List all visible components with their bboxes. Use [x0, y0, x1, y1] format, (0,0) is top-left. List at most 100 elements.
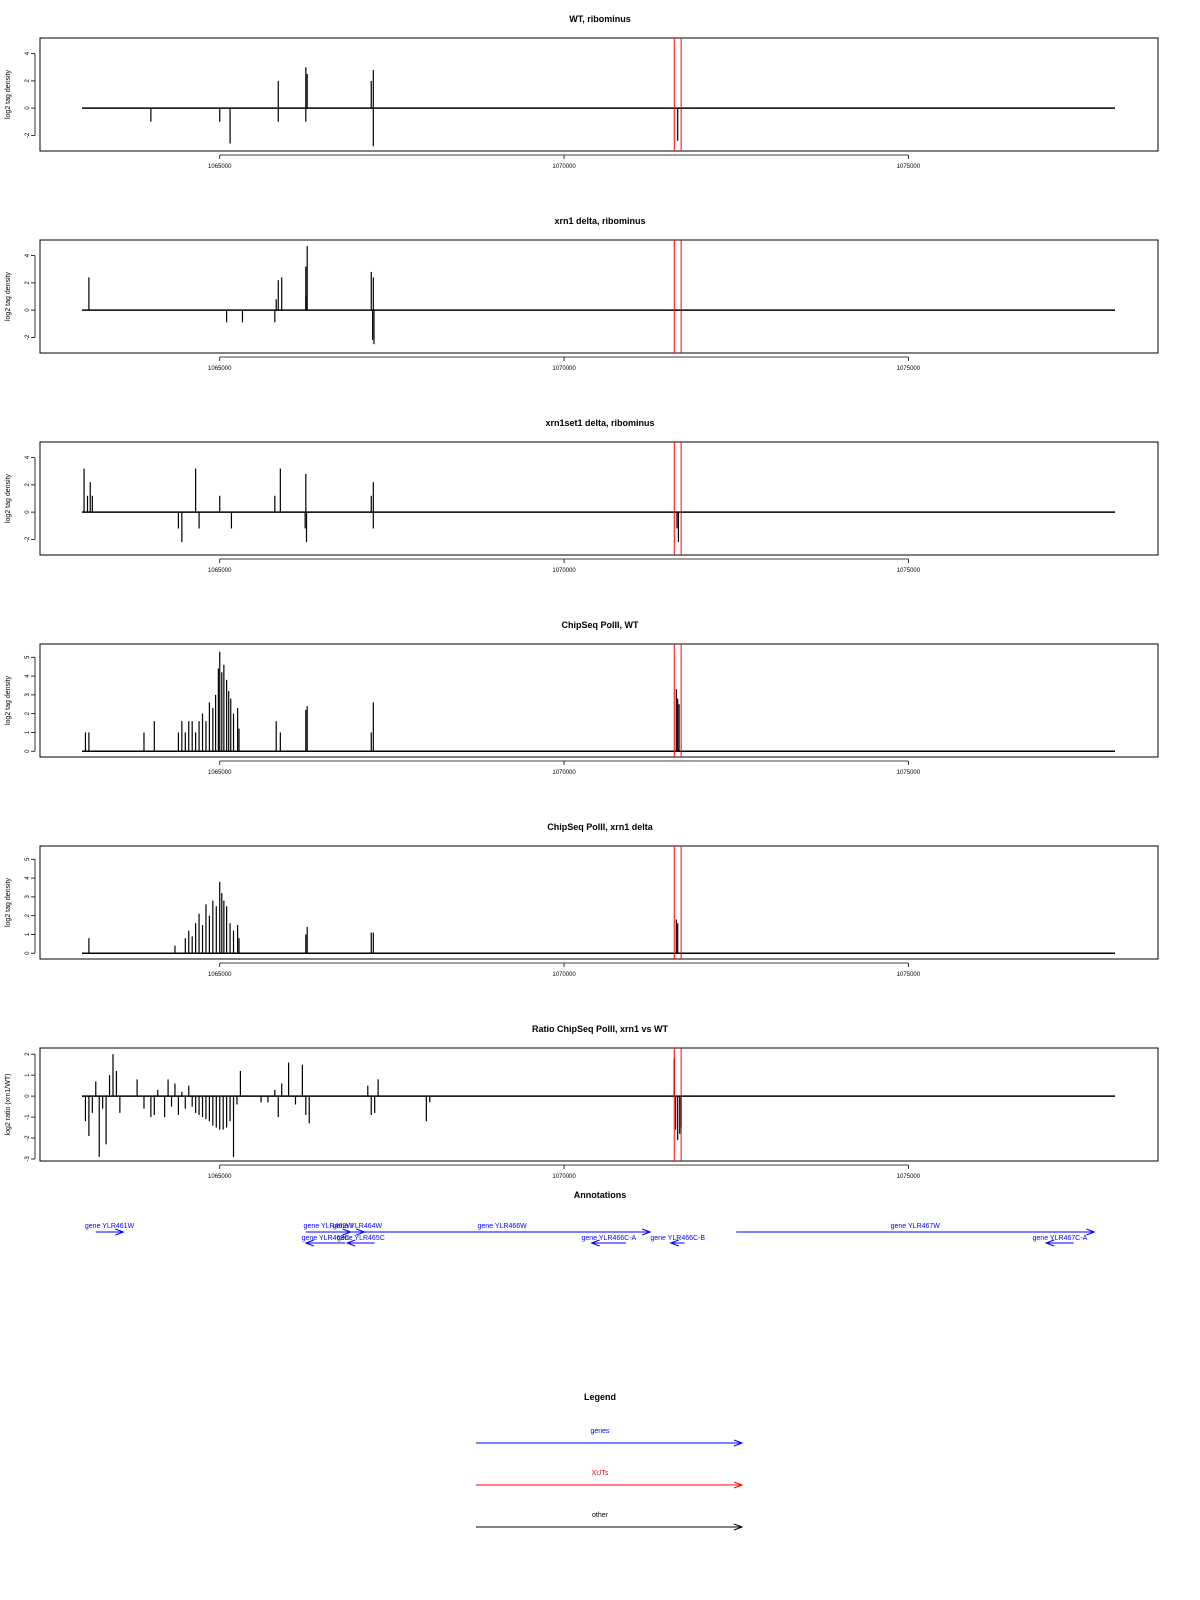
x-tick-label: 1065000: [208, 568, 232, 574]
y-tick-label: 1: [25, 1073, 31, 1077]
y-tick-label: 0: [25, 749, 31, 753]
y-axis-label: log2 ratio (xrn1/WT): [5, 1074, 12, 1136]
y-tick-label: 0: [25, 106, 31, 110]
gene-label: gene YLR465C: [337, 1235, 385, 1242]
chart-title: ChipSeq PolII, xrn1 delta: [547, 822, 654, 832]
gene-label: gene YLR467C-A: [1033, 1235, 1088, 1242]
y-tick-label: 2: [25, 711, 31, 715]
y-axis-label: log2 tag density: [5, 473, 12, 523]
y-tick-label: 3: [25, 693, 31, 697]
chart-panel-3: xrn1set1 delta, ribominus -2 0 2 4 log2 tag d…: [5, 418, 1159, 574]
chart-title: xrn1 delta, ribominus: [554, 216, 645, 226]
gene-arrow: [95, 1228, 125, 1236]
legend-title: Legend: [584, 1392, 616, 1402]
gene-arrow: [1044, 1239, 1074, 1247]
y-tick-label: -2: [25, 536, 31, 542]
chart-title: Ratio ChipSeq PolII, xrn1 vs WT: [532, 1024, 669, 1034]
x-tick-label: 1070000: [552, 972, 576, 978]
y-tick-label: -2: [25, 334, 31, 340]
y-tick-label: 4: [25, 253, 31, 257]
plot-frame: [39, 1047, 1159, 1162]
x-tick-label: 1065000: [208, 972, 232, 978]
y-tick-label: 2: [25, 1052, 31, 1056]
y-axis-label: log2 tag density: [5, 675, 12, 725]
gene-arrow: [736, 1228, 1096, 1236]
gene-arrow: [304, 1239, 346, 1247]
arrow-head: [733, 1439, 744, 1447]
gene-label: gene YLR466C-A: [581, 1235, 636, 1242]
x-tick-label: 1070000: [552, 770, 576, 776]
y-tick-label: 1: [25, 730, 31, 734]
legend-label: genes: [590, 1428, 610, 1435]
gene-label: gene YLR467W: [891, 1223, 941, 1230]
y-tick-label: 4: [25, 876, 31, 880]
y-tick-label: -2: [25, 132, 31, 138]
y-tick-label: 2: [25, 483, 31, 487]
chart-title: ChipSeq PolII, WT: [562, 620, 639, 630]
plot-frame: [39, 37, 1159, 152]
arrow-head: [590, 1239, 600, 1247]
gene-label: gene YLR466C-B: [650, 1235, 705, 1242]
arrow-head: [733, 1481, 744, 1489]
gene-label: gene YLR464W: [333, 1223, 383, 1230]
chart-panel-6: Ratio ChipSeq PolII, xrn1 vs WT -3 -2 -1 0 1 2…: [5, 1024, 1159, 1180]
y-tick-label: -1: [25, 1114, 31, 1120]
y-tick-label: -3: [25, 1156, 31, 1162]
arrow-head: [304, 1239, 314, 1247]
y-tick-label: 3: [25, 895, 31, 899]
y-tick-label: 2: [25, 913, 31, 917]
chart-panel-2: xrn1 delta, ribominus -2 0 2 4 log2 tag densi…: [5, 216, 1159, 372]
x-tick-label: 1075000: [897, 972, 921, 978]
legend-label: other: [592, 1512, 609, 1519]
y-tick-label: -2: [25, 1135, 31, 1141]
chart-panel-1: WT, ribominus -2 0 2 4 log2 tag density 106500…: [5, 14, 1159, 170]
y-tick-label: 2: [25, 281, 31, 285]
gene-label: gene YLR466W: [477, 1223, 527, 1230]
gene-label: gene YLR462W: [304, 1223, 354, 1230]
legend-arrow: [476, 1523, 744, 1531]
gene-arrow: [354, 1228, 652, 1236]
x-tick-label: 1075000: [897, 1174, 921, 1180]
x-tick-label: 1070000: [552, 568, 576, 574]
arrow-head: [115, 1228, 125, 1236]
y-tick-label: 5: [25, 857, 31, 861]
x-tick-label: 1065000: [208, 366, 232, 372]
arrow-head: [1086, 1228, 1096, 1236]
y-tick-label: 0: [25, 1094, 31, 1098]
legend-panel: Legend genes XUTs other: [476, 1392, 744, 1531]
legend-arrow: [476, 1439, 744, 1447]
y-tick-label: 0: [25, 951, 31, 955]
annotations-title: Annotations: [574, 1190, 627, 1200]
x-tick-label: 1075000: [897, 164, 921, 170]
legend-label: XUTs: [592, 1470, 609, 1477]
x-tick-label: 1065000: [208, 1174, 232, 1180]
y-tick-label: 0: [25, 510, 31, 514]
y-tick-label: 1: [25, 932, 31, 936]
plot-frame: [39, 441, 1159, 556]
x-tick-label: 1075000: [897, 366, 921, 372]
arrow-head: [733, 1523, 744, 1531]
y-tick-label: 4: [25, 455, 31, 459]
y-axis-label: log2 tag density: [5, 877, 12, 927]
arrow-head: [641, 1228, 652, 1236]
arrow-head: [1044, 1239, 1055, 1247]
gene-label: gene YLR463C: [302, 1235, 350, 1242]
plot-frame: [39, 239, 1159, 354]
legend-arrow: [476, 1481, 744, 1489]
chart-title: WT, ribominus: [569, 14, 631, 24]
y-tick-label: 0: [25, 308, 31, 312]
gene-label: gene YLR461W: [85, 1223, 135, 1230]
x-tick-label: 1065000: [208, 164, 232, 170]
y-tick-label: 4: [25, 674, 31, 678]
x-tick-label: 1070000: [552, 1174, 576, 1180]
x-tick-label: 1070000: [552, 164, 576, 170]
plot-frame: [39, 845, 1159, 960]
y-axis-label: log2 tag density: [5, 271, 12, 321]
gene-arrow: [345, 1239, 375, 1247]
plot-frame: [39, 643, 1159, 758]
y-tick-label: 5: [25, 655, 31, 659]
arrow-head: [669, 1239, 679, 1247]
chart-panel-4: ChipSeq PolII, WT 0 1 2 3 4 5 log2 tag density 1…: [5, 620, 1159, 776]
chart-panel-5: ChipSeq PolII, xrn1 delta 0 1 2 3 4 5 log2 tag …: [5, 822, 1159, 978]
